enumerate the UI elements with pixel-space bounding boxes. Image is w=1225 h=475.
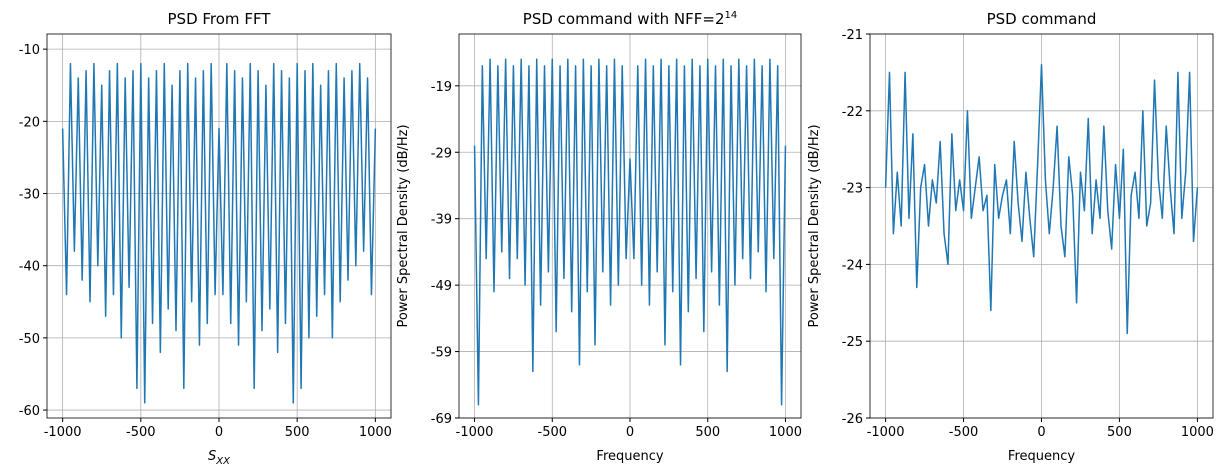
x-tick-label: -500 xyxy=(126,425,156,440)
plot-area xyxy=(884,63,1199,335)
y-tick-label: -26 xyxy=(842,412,863,427)
y-axis-label: Power Spectral Density (dB/Hz) xyxy=(396,124,411,327)
x-tick-label: 0 xyxy=(215,425,223,440)
title-text: PSD From FFT xyxy=(168,10,272,28)
x-tick-label: -1000 xyxy=(867,425,905,440)
x-axis-label: SXX xyxy=(208,449,231,467)
x-axis-label: Frequency xyxy=(1008,449,1075,464)
x-tick-label: 1000 xyxy=(359,425,392,440)
plot-area xyxy=(473,58,787,406)
y-axis-label: Power Spectral Density (dB/Hz) xyxy=(807,124,822,327)
y-tick-label: -60 xyxy=(19,404,40,419)
x-tick-label: -500 xyxy=(949,425,979,440)
y-tick-label: -23 xyxy=(842,182,863,197)
x-label-text: S xyxy=(208,449,216,464)
x-tick-label: 500 xyxy=(1107,425,1132,440)
title-superscript: 14 xyxy=(724,10,737,21)
y-tick-label: -29 xyxy=(431,146,452,161)
y-tick-label: -30 xyxy=(19,188,40,203)
x-tick-label: 500 xyxy=(285,425,310,440)
y-tick-label: -21 xyxy=(842,28,863,43)
y-tick-label: -19 xyxy=(431,80,452,95)
y-tick-label: -40 xyxy=(19,260,40,275)
x-tick-label: 1000 xyxy=(769,425,802,440)
x-label-text: Frequency xyxy=(1008,449,1075,464)
x-tick-label: -1000 xyxy=(44,425,82,440)
x-tick-label: -500 xyxy=(538,425,568,440)
chart-title: PSD command xyxy=(987,10,1097,28)
x-tick-label: 0 xyxy=(1037,425,1045,440)
axes-frame xyxy=(869,33,1214,419)
y-tick-label: -50 xyxy=(19,332,40,347)
y-tick-label: -39 xyxy=(431,213,452,228)
title-text: PSD command with NFF=2 xyxy=(523,10,725,28)
x-tick-label: 500 xyxy=(695,425,720,440)
y-tick-label: -69 xyxy=(431,412,452,427)
y-tick-label: -25 xyxy=(842,335,863,350)
y-tick-label: -49 xyxy=(431,279,452,294)
x-label-subscript: XX xyxy=(215,456,231,467)
y-tick-label: -24 xyxy=(842,258,863,273)
y-tick-label: -20 xyxy=(19,115,40,130)
x-label-text: Frequency xyxy=(596,449,663,464)
data-line xyxy=(884,63,1199,335)
x-tick-label: 0 xyxy=(626,425,634,440)
data-line xyxy=(473,58,787,406)
axes-frame xyxy=(46,33,392,419)
y-tick-label: -59 xyxy=(431,346,452,361)
y-tick-label: -22 xyxy=(842,105,863,120)
x-tick-label: 1000 xyxy=(1181,425,1214,440)
chart-title: PSD command with NFF=214 xyxy=(523,10,737,28)
axes-frame xyxy=(458,33,802,419)
title-text: PSD command xyxy=(987,10,1097,28)
chart-title: PSD From FFT xyxy=(168,10,272,28)
x-axis-label: Frequency xyxy=(596,449,663,464)
plot-area xyxy=(61,62,377,404)
y-tick-label: -10 xyxy=(19,43,40,58)
data-line xyxy=(61,62,377,404)
x-tick-label: -1000 xyxy=(456,425,494,440)
